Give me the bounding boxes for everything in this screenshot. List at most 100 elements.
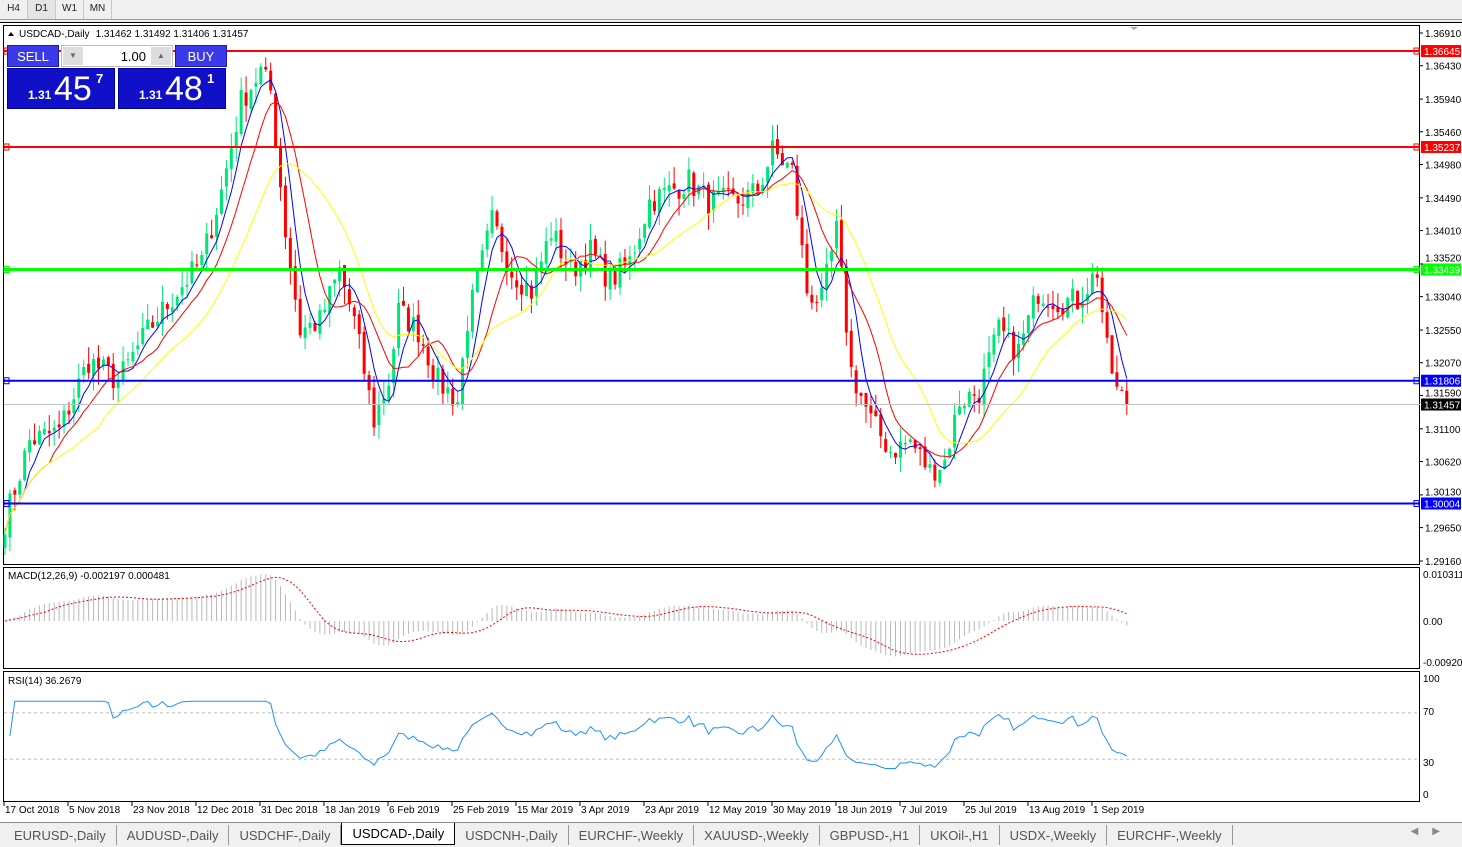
price-tick-label: 1.29160 [1425, 557, 1462, 568]
chart-tab[interactable]: USDCNH-,Daily [455, 825, 569, 845]
candle-body [328, 286, 332, 313]
level-handle-icon[interactable] [1413, 499, 1420, 507]
buy-price[interactable]: 1.31 48 1 [118, 68, 226, 109]
price-tick-label: 1.33040 [1425, 293, 1462, 304]
chart-tab[interactable]: EURCHF-,Weekly [569, 825, 695, 845]
candle-body [1071, 288, 1075, 302]
candle-body [534, 269, 538, 296]
level-handle-icon[interactable] [3, 377, 10, 385]
chart-tab[interactable]: GBPUSD-,H1 [820, 825, 921, 845]
tab-scroll-left-icon[interactable]: ◀ [1410, 826, 1433, 837]
ma-fast-line [4, 79, 1128, 535]
date-tick-label: 30 May 2019 [773, 805, 831, 816]
chart-tab[interactable]: XAUUSD-,Weekly [694, 825, 820, 845]
candle-body [298, 298, 302, 336]
candle-body [352, 307, 356, 317]
sell-button[interactable]: SELL [7, 45, 59, 67]
rsi-axis-100: 100 [1423, 674, 1440, 685]
candle-body [657, 188, 661, 213]
candle-body [446, 387, 450, 394]
candle-body [711, 190, 715, 211]
candle-body [470, 289, 474, 332]
candle-body [608, 270, 612, 290]
macd-axis-zero: 0.00 [1423, 617, 1443, 628]
candle-body [618, 258, 622, 288]
candle-body [23, 450, 27, 481]
chart-tab[interactable]: AUDUSD-,Daily [117, 825, 230, 845]
chart-tab[interactable]: UKOil-,H1 [920, 825, 1000, 845]
level-handle-icon[interactable] [1413, 143, 1420, 151]
lot-increase-icon[interactable]: ▲ [151, 47, 171, 65]
candle-body [426, 346, 430, 366]
lot-size-input[interactable]: ▼ 1.00 ▲ [61, 45, 173, 67]
candle-body [313, 322, 317, 331]
candle-body [520, 284, 524, 295]
horizontal-levels[interactable]: 1.36645 1.35237 1.33439 1.31806 1.30004 [3, 45, 1461, 510]
candle-body [406, 307, 410, 332]
level-price-label: 1.35237 [1424, 143, 1461, 154]
candle-body [18, 480, 22, 495]
chart-window[interactable]: 1.36645 1.35237 1.33439 1.31806 1.30004 1.36… [0, 22, 1462, 822]
level-price-label: 1.31806 [1424, 377, 1461, 388]
collapse-triangle-icon[interactable] [8, 32, 14, 36]
timeframe-h4[interactable]: H4 [0, 0, 28, 19]
candle-body [52, 427, 56, 432]
level-handle-icon[interactable] [1413, 377, 1420, 385]
timeframe-d1[interactable]: D1 [28, 0, 56, 19]
lot-decrease-icon[interactable]: ▼ [63, 47, 83, 65]
candle-body [274, 93, 278, 147]
candle-body [485, 230, 489, 250]
level-handle-icon[interactable] [1413, 47, 1420, 55]
candle-body [913, 440, 917, 449]
candle-body [1012, 331, 1016, 359]
candle-body [495, 211, 499, 227]
candle-body [37, 430, 41, 445]
buy-button[interactable]: BUY [175, 45, 227, 67]
level-handle-icon[interactable] [3, 265, 10, 273]
candle-body [249, 89, 253, 109]
level-handle-icon[interactable] [3, 499, 10, 507]
timeframe-w1[interactable]: W1 [56, 0, 84, 19]
candle-body [731, 188, 735, 195]
chart-tab[interactable]: USDCHF-,Daily [229, 825, 342, 845]
chart-tab[interactable]: USDCAD-,Daily [341, 823, 456, 845]
candle-body [682, 194, 686, 199]
buy-price-pips: 48 [165, 70, 203, 108]
candle-body [633, 252, 637, 254]
date-tick-label: 25 Feb 2019 [453, 805, 510, 816]
chart-tab[interactable]: EURCHF-,Weekly [1107, 825, 1233, 845]
candle-body [67, 410, 71, 415]
level-handle-icon[interactable] [3, 143, 10, 151]
candle-body [1051, 305, 1055, 310]
candle-body [1061, 309, 1065, 315]
sell-price[interactable]: 1.31 45 7 [7, 68, 115, 109]
candle-body [323, 309, 327, 313]
timeframe-mn[interactable]: MN [84, 0, 112, 19]
timeframe-toolbar: H4 D1 W1 MN [0, 0, 1462, 20]
shift-marker-icon[interactable] [1130, 27, 1138, 30]
candle-body [884, 438, 888, 452]
candle-body [795, 165, 799, 216]
sell-price-fraction: 7 [96, 71, 104, 86]
candle-body [918, 447, 922, 450]
candle-body [948, 448, 952, 457]
price-tick-label: 1.30130 [1425, 487, 1462, 498]
date-tick-label: 18 Jan 2019 [325, 805, 380, 816]
candle-body [342, 265, 346, 288]
chart-tab[interactable]: USDX-,Weekly [1000, 825, 1108, 845]
candle-body [195, 264, 199, 266]
chart-tabs: EURUSD-,Daily AUDUSD-,Daily USDCHF-,Daily U… [0, 822, 1462, 847]
candle-body [800, 217, 804, 246]
chart-tab[interactable]: EURUSD-,Daily [4, 825, 117, 845]
level-handle-icon[interactable] [1413, 265, 1420, 273]
candle-body [672, 183, 676, 189]
level-price-tag [1421, 374, 1461, 387]
candle-body [746, 189, 750, 209]
rsi-indicator [4, 700, 1419, 769]
price-tick-label: 1.35940 [1425, 95, 1462, 106]
candle-body [303, 327, 307, 339]
date-tick-label: 17 Oct 2018 [5, 805, 60, 816]
candle-body [465, 331, 469, 358]
tab-scroll-right-icon[interactable]: ▶ [1432, 826, 1454, 837]
candle-body [1056, 307, 1060, 313]
